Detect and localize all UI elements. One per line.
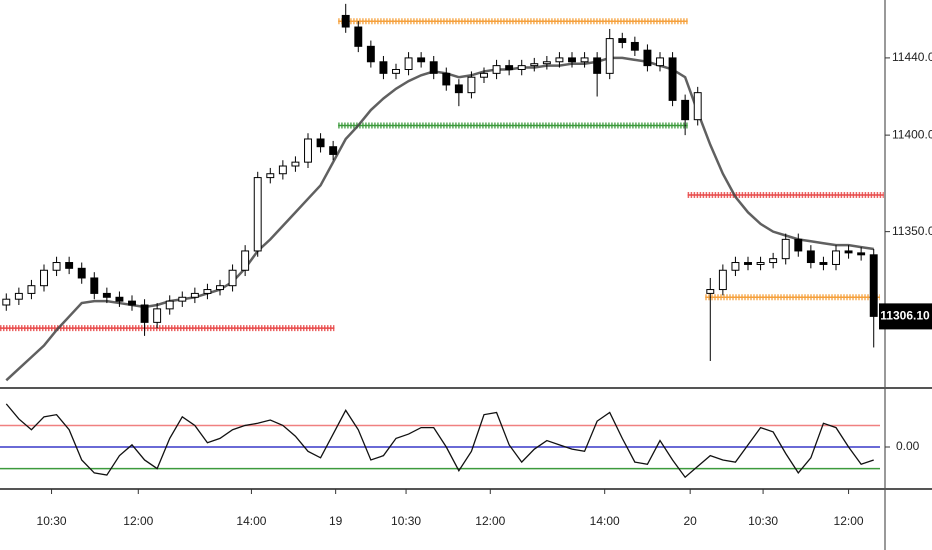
candle-body <box>844 250 853 254</box>
candle-body <box>492 65 501 74</box>
y-tick-label: 11400.00 <box>892 127 932 141</box>
candle-body <box>668 57 677 101</box>
candle-body <box>630 41 639 51</box>
candle-body <box>354 26 363 47</box>
candle-body <box>304 138 312 163</box>
candle-body <box>241 250 250 271</box>
candle-body <box>517 65 526 70</box>
candle-body <box>316 138 325 148</box>
candle-body <box>153 308 162 323</box>
candle-body <box>656 57 664 67</box>
candle-body <box>404 57 413 70</box>
candle-body <box>530 63 539 67</box>
y-tick-label: 11440.00 <box>892 50 932 64</box>
x-tick-label: 19 <box>329 514 343 528</box>
x-tick-label: 12:00 <box>834 514 864 528</box>
candle-body <box>580 57 589 63</box>
candle-body <box>806 250 815 264</box>
candle-body <box>429 61 438 74</box>
y-tick-label: 11350.00 <box>892 224 932 238</box>
candle-body <box>253 177 262 252</box>
candle-body <box>52 262 61 271</box>
candle-body <box>454 84 463 94</box>
candle-body <box>2 298 11 306</box>
candle-body <box>542 61 551 65</box>
candle-body <box>681 99 690 121</box>
candle-body <box>467 76 476 94</box>
candle-body <box>643 49 652 67</box>
x-tick-label: 12:00 <box>475 514 505 528</box>
candle-body <box>379 61 388 74</box>
candle-body <box>417 57 426 63</box>
candle-body <box>568 57 576 63</box>
x-tick-label: 10:30 <box>748 514 778 528</box>
x-tick-label: 10:30 <box>37 514 67 528</box>
candle-body <box>329 146 338 155</box>
x-tick-label: 14:00 <box>590 514 620 528</box>
candle-body <box>216 285 224 291</box>
candle-body <box>857 252 866 256</box>
candle-body <box>102 292 111 298</box>
candle-body <box>731 262 740 271</box>
candle-body <box>366 45 375 63</box>
candle-body <box>744 262 752 265</box>
candle-body <box>819 262 828 265</box>
candle-body <box>27 285 36 294</box>
x-tick-label: 12:00 <box>123 514 153 528</box>
candle-body <box>706 289 715 294</box>
candle-body <box>392 68 400 74</box>
candle-body <box>77 267 86 279</box>
candle-body <box>693 92 702 121</box>
candle-body <box>555 57 564 63</box>
candle-body <box>605 38 614 74</box>
x-tick-label: 20 <box>683 514 697 528</box>
candle-body <box>128 300 136 306</box>
candle-body <box>341 14 350 28</box>
candle-body <box>869 254 878 317</box>
candle-body <box>165 300 174 310</box>
candle-body <box>442 72 451 86</box>
candle-body <box>769 258 778 264</box>
candle-body <box>190 292 199 298</box>
candle-body <box>291 161 300 167</box>
candle-body <box>505 65 514 70</box>
candle-body <box>794 238 803 252</box>
last-price-label: 11306.10 <box>880 309 930 323</box>
last-price-box <box>879 303 932 330</box>
candle-body <box>65 262 74 269</box>
indicator-line <box>5 403 874 479</box>
candle-body <box>90 277 99 294</box>
candle-body <box>480 72 488 78</box>
indicator-y-tick-label: 0.00 <box>896 439 920 453</box>
candle-body <box>140 304 149 323</box>
candle-body <box>14 292 23 300</box>
x-tick-label: 10:30 <box>391 514 421 528</box>
moving-average <box>5 56 874 382</box>
candle-body <box>266 173 275 179</box>
candle-body <box>228 269 237 287</box>
candle-body <box>781 238 790 260</box>
candle-body <box>40 269 48 287</box>
candle-body <box>593 57 602 74</box>
candle-body <box>203 289 212 294</box>
candle-body <box>618 38 627 43</box>
x-tick-label: 14:00 <box>236 514 266 528</box>
candle-body <box>832 250 840 265</box>
candle-body <box>756 262 765 265</box>
candle-body <box>718 269 727 291</box>
candle-body <box>115 296 124 302</box>
candle-body <box>278 165 287 175</box>
candle-body <box>178 296 187 302</box>
